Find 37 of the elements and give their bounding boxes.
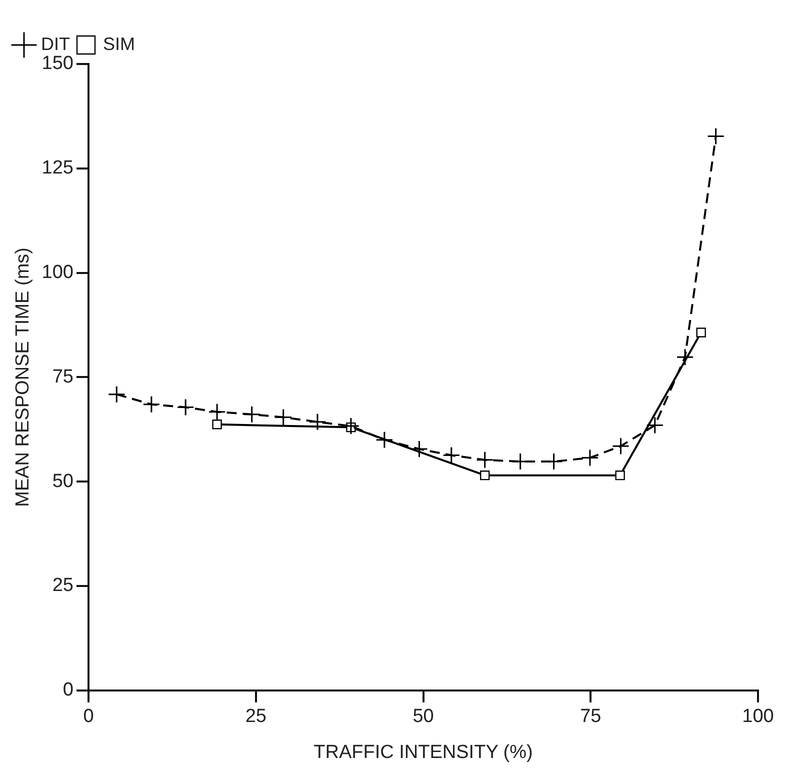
point [581, 449, 599, 467]
point [612, 437, 630, 455]
x-tick-label: 75 [580, 706, 602, 728]
y-tick-label: 125 [42, 158, 74, 179]
y-axis-title: MEAN RESPONSE TIME (ms) [12, 248, 34, 507]
point [176, 398, 194, 416]
point [696, 328, 706, 338]
point [676, 348, 694, 366]
y-tick-label: 100 [42, 262, 74, 284]
point [274, 408, 292, 426]
point [142, 396, 160, 414]
point [480, 470, 490, 480]
x-axis-title: TRAFFIC INTENSITY (%) [314, 742, 533, 763]
legend-label: SIM [102, 34, 136, 54]
point [707, 127, 725, 145]
y-tick-label: 25 [52, 575, 74, 596]
point [615, 470, 625, 480]
point [342, 417, 360, 435]
legend-label: DIT [41, 34, 70, 54]
point [212, 420, 222, 430]
x-tick-label: 50 [412, 706, 434, 728]
x-tick-label: 25 [245, 706, 266, 728]
point [208, 403, 226, 421]
x-tick-label: 100 [742, 706, 774, 728]
point [308, 413, 326, 431]
point [243, 406, 261, 424]
point [108, 386, 126, 404]
point [376, 431, 394, 449]
point [410, 440, 428, 458]
y-tick-label: 150 [42, 53, 74, 74]
y-tick-label: 50 [52, 470, 74, 492]
y-tick-label: 0 [62, 680, 74, 701]
point [476, 451, 494, 469]
y-tick-label: 75 [52, 366, 74, 388]
x-tick-label: 0 [83, 706, 94, 728]
point [442, 446, 460, 464]
point [646, 416, 664, 434]
